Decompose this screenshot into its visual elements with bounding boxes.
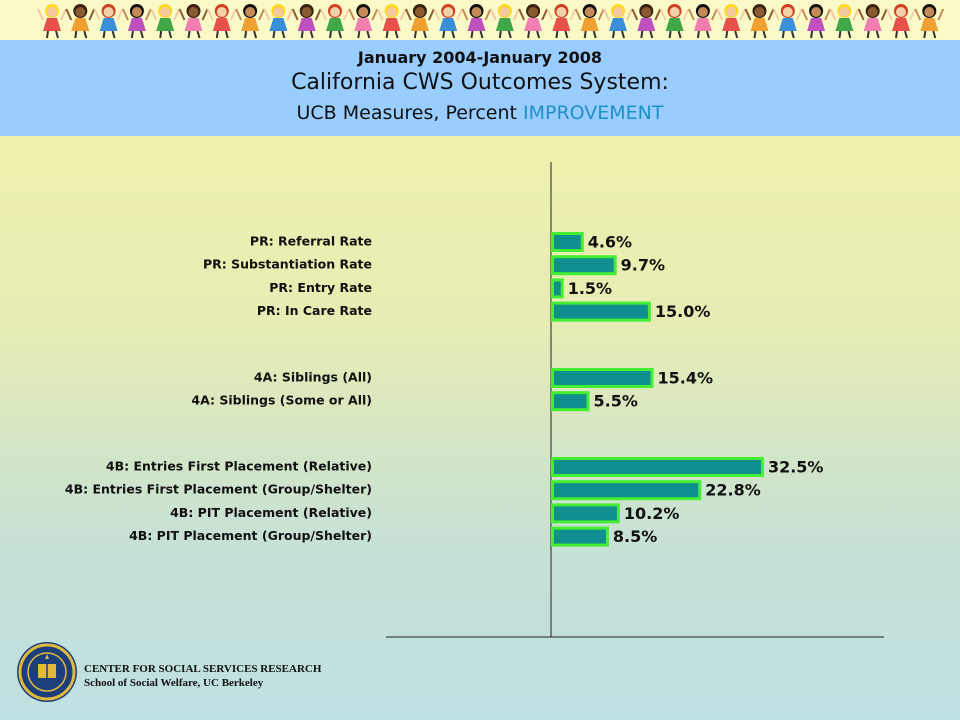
category-label: PR: Referral Rate <box>250 234 372 249</box>
category-label: PR: Entry Rate <box>269 280 372 295</box>
bar <box>551 391 590 412</box>
slide-subtitle: UCB Measures, Percent IMPROVEMENT <box>0 102 960 124</box>
date-range: January 2004-January 2008 <box>357 48 603 67</box>
data-label: 10.2% <box>624 504 680 523</box>
slide-header: January 2004-January 2008 California CWS… <box>0 40 960 136</box>
data-label: 9.7% <box>621 256 665 275</box>
bar <box>551 301 651 322</box>
bar <box>551 503 620 524</box>
slide-title: California CWS Outcomes System: <box>291 70 669 95</box>
data-label: 32.5% <box>768 458 824 477</box>
data-label: 5.5% <box>594 392 638 411</box>
improvement-bar-chart: PR: Referral Rate 4.6% PR: Substantiation … <box>65 162 884 638</box>
bar <box>551 232 584 252</box>
category-label: 4B: PIT Placement (Relative) <box>170 505 372 520</box>
data-label: 8.5% <box>613 527 657 546</box>
category-label: PR: Substantiation Rate <box>203 257 372 272</box>
subtitle-accent: IMPROVEMENT <box>523 102 664 124</box>
category-label: PR: In Care Rate <box>257 303 372 318</box>
data-label: 15.4% <box>657 369 713 388</box>
category-label: 4B: Entries First Placement (Relative) <box>106 459 372 474</box>
dancing-children-icon <box>37 4 945 39</box>
bar <box>551 255 617 276</box>
bar <box>551 457 764 477</box>
org-credit: CENTER FOR SOCIAL SERVICES RESEARCH Scho… <box>84 662 321 690</box>
bar <box>551 368 654 388</box>
org-name: CENTER FOR SOCIAL SERVICES RESEARCH <box>84 663 322 675</box>
data-label: 1.5% <box>568 279 612 298</box>
org-school: School of Social Welfare, UC Berkeley <box>84 677 264 689</box>
bar <box>551 526 609 547</box>
subtitle-prefix: UCB Measures, Percent <box>296 102 523 124</box>
uc-seal-icon <box>17 642 77 702</box>
bar <box>551 480 702 501</box>
category-label: 4B: PIT Placement (Group/Shelter) <box>129 528 372 543</box>
data-label: 22.8% <box>705 481 761 500</box>
data-label: 4.6% <box>588 233 632 252</box>
bar <box>551 278 564 299</box>
category-label: 4A: Siblings (All) <box>254 370 372 385</box>
category-label: 4A: Siblings (Some or All) <box>191 393 372 408</box>
category-label: 4B: Entries First Placement (Group/Shelt… <box>65 482 372 497</box>
data-label: 15.0% <box>655 302 711 321</box>
kids-banner <box>0 0 960 40</box>
